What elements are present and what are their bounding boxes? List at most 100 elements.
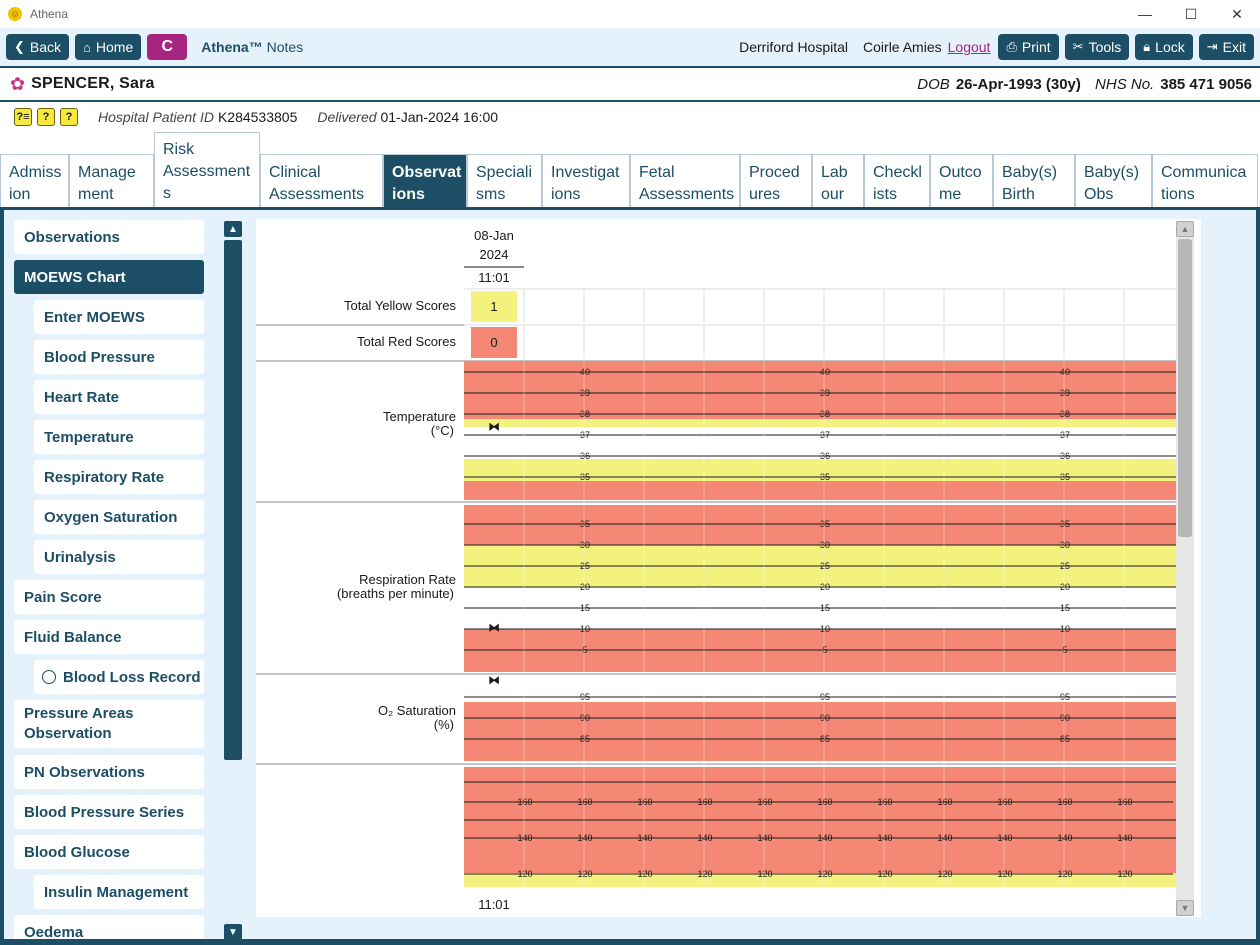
maximize-button[interactable]: ☐ xyxy=(1184,5,1198,22)
scroll-down-icon[interactable]: ▼ xyxy=(224,924,242,940)
sidebar-nav: Observations MOEWS Chart Enter MOEWS Blo… xyxy=(14,218,214,939)
tab-babys-obs[interactable]: Baby(s) Obs xyxy=(1075,154,1152,208)
tab-labour[interactable]: Lab our xyxy=(812,154,864,208)
scroll-up-icon[interactable]: ▲ xyxy=(224,221,242,237)
tab-investigations[interactable]: Investigat ions xyxy=(542,154,630,208)
chart-scroll-down-icon[interactable]: ▼ xyxy=(1176,900,1194,916)
home-button[interactable]: ⌂ Home xyxy=(75,34,142,60)
tab-label: Proced xyxy=(749,164,800,181)
sidebar-item-enter-moews[interactable]: Enter MOEWS xyxy=(34,300,204,334)
patient-banner: ✿ SPENCER, Sara DOB 26-Apr-1993 (30y) NHS… xyxy=(0,66,1260,102)
bp-tick-label: 120 xyxy=(517,869,532,879)
chart-scrollbar[interactable]: ▲ ▼ xyxy=(1176,221,1194,916)
radio-icon xyxy=(42,670,56,684)
sidebar-item-blood-pressure[interactable]: Blood Pressure xyxy=(34,340,204,374)
temperature-tick-label: 37 xyxy=(820,430,830,440)
back-label: Back xyxy=(29,39,62,55)
flower-icon: ✿ xyxy=(10,73,26,94)
sidebar-item-pain-score[interactable]: Pain Score xyxy=(14,580,204,614)
tab-checklists[interactable]: Checkl ists xyxy=(864,154,930,208)
sidebar-item-pn-observations[interactable]: PN Observations xyxy=(14,755,204,789)
respiration-tick-label: 30 xyxy=(820,540,830,550)
tab-fetal-assessments[interactable]: Fetal Assessments xyxy=(630,154,740,208)
tab-management[interactable]: Manage ment xyxy=(69,154,154,208)
sidebar-scroll-thumb[interactable] xyxy=(224,240,242,760)
tab-label: ment xyxy=(78,186,114,203)
sidebar-item-oxygen-saturation[interactable]: Oxygen Saturation xyxy=(34,500,204,534)
delivered-info: Delivered 01-Jan-2024 16:00 xyxy=(317,109,498,125)
sidebar-item-heart-rate[interactable]: Heart Rate xyxy=(34,380,204,414)
sidebar-item-oedema[interactable]: Oedema xyxy=(14,915,204,939)
sidebar-item-label: Pressure Areas xyxy=(24,705,134,722)
sidebar-item-moews-chart[interactable]: MOEWS Chart xyxy=(14,260,204,294)
temperature-tick-label: 39 xyxy=(1060,388,1070,398)
sidebar-item-temperature[interactable]: Temperature xyxy=(34,420,204,454)
print-button[interactable]: ⎙ Print xyxy=(998,34,1059,60)
tab-risk-assessments[interactable]: Risk Assessment s xyxy=(154,132,260,208)
tab-observations[interactable]: Observat ions xyxy=(383,154,467,208)
close-button[interactable]: ✕ xyxy=(1231,5,1243,22)
sidebar-item-blood-glucose[interactable]: Blood Glucose xyxy=(14,835,204,869)
sidebar-item-fluid-balance[interactable]: Fluid Balance xyxy=(14,620,204,654)
tab-label: Communica xyxy=(1161,164,1247,181)
back-button[interactable]: ❮ Back xyxy=(6,34,70,60)
lock-label: Lock xyxy=(1155,39,1185,55)
tab-admission[interactable]: Admiss ion xyxy=(0,154,69,208)
logout-link[interactable]: Logout xyxy=(947,39,991,55)
temperature-tick-label: 40 xyxy=(820,367,830,377)
bp-tick-label: 160 xyxy=(1057,797,1072,807)
tab-label: Baby(s) xyxy=(1084,164,1140,181)
tools-button[interactable]: ✂ Tools xyxy=(1064,34,1130,60)
content-panel: Observations MOEWS Chart Enter MOEWS Blo… xyxy=(4,210,1256,940)
o2-band xyxy=(464,702,1179,761)
minimize-button[interactable]: — xyxy=(1138,6,1152,22)
sidebar-scrollbar[interactable]: ▲ ▼ xyxy=(224,221,242,940)
tab-specialisms[interactable]: Speciali sms xyxy=(467,154,542,208)
tab-label: Admiss xyxy=(9,164,62,181)
o2-tick-label: 85 xyxy=(1060,734,1070,744)
sidebar-item-observations[interactable]: Observations xyxy=(14,220,204,254)
chart-scroll-up-icon[interactable]: ▲ xyxy=(1176,221,1194,237)
c-button[interactable]: C xyxy=(147,34,188,60)
bp-tick-label: 160 xyxy=(997,797,1012,807)
hospital-id-label: Hospital Patient ID xyxy=(98,109,214,125)
tab-label: Baby(s) xyxy=(1002,164,1058,181)
bp-tick-label: 160 xyxy=(937,797,952,807)
chart-scroll-thumb[interactable] xyxy=(1178,239,1192,537)
bp-tick-label: 120 xyxy=(877,869,892,879)
alert-list-icon[interactable]: ?≡ xyxy=(14,108,32,126)
respiration-tick-label: 5 xyxy=(582,645,587,655)
sidebar-item-respiratory-rate[interactable]: Respiratory Rate xyxy=(34,460,204,494)
title-bar: ☺ Athena — ☐ ✕ xyxy=(0,0,1260,28)
tab-communications[interactable]: Communica tions xyxy=(1152,154,1258,208)
tab-clinical-assessments[interactable]: Clinical Assessments xyxy=(260,154,383,208)
tab-outcome[interactable]: Outco me xyxy=(930,154,993,208)
temperature-band xyxy=(464,419,1179,427)
tab-procedures[interactable]: Proced ures xyxy=(740,154,812,208)
sidebar-item-urinalysis[interactable]: Urinalysis xyxy=(34,540,204,574)
column-date-line1: 08-Jan xyxy=(474,228,514,243)
respiration-tick-label: 25 xyxy=(820,561,830,571)
sidebar-item-insulin-management[interactable]: Insulin Management xyxy=(34,875,204,909)
tab-label: Birth xyxy=(1002,186,1035,203)
respiration-tick-label: 25 xyxy=(580,561,590,571)
o2-tick-label: 95 xyxy=(580,692,590,702)
respiration-tick-label: 15 xyxy=(1060,603,1070,613)
temperature-tick-label: 36 xyxy=(1060,451,1070,461)
exit-button[interactable]: ⇥ Exit xyxy=(1198,34,1254,60)
tab-babys-birth[interactable]: Baby(s) Birth xyxy=(993,154,1075,208)
lock-button[interactable]: 🔒︎ Lock xyxy=(1135,34,1193,60)
app-title: Athena™ Notes xyxy=(201,39,303,55)
alert-question-icon[interactable]: ? xyxy=(60,108,78,126)
tab-label: Manage xyxy=(78,164,136,181)
window-title: Athena xyxy=(30,7,69,21)
alert-help-icon[interactable]: ? xyxy=(37,108,55,126)
bp-tick-label: 120 xyxy=(1117,869,1132,879)
respiration-marker: ⧓ xyxy=(488,621,500,635)
respiration-tick-label: 15 xyxy=(820,603,830,613)
total-score-value: 0 xyxy=(490,335,497,350)
sidebar-item-blood-pressure-series[interactable]: Blood Pressure Series xyxy=(14,795,204,829)
sidebar-item-pressure-areas[interactable]: Pressure Areas Observation xyxy=(14,700,204,748)
tab-label: Assessments xyxy=(269,186,365,203)
sidebar-item-blood-loss-record[interactable]: Blood Loss Record xyxy=(34,660,204,694)
